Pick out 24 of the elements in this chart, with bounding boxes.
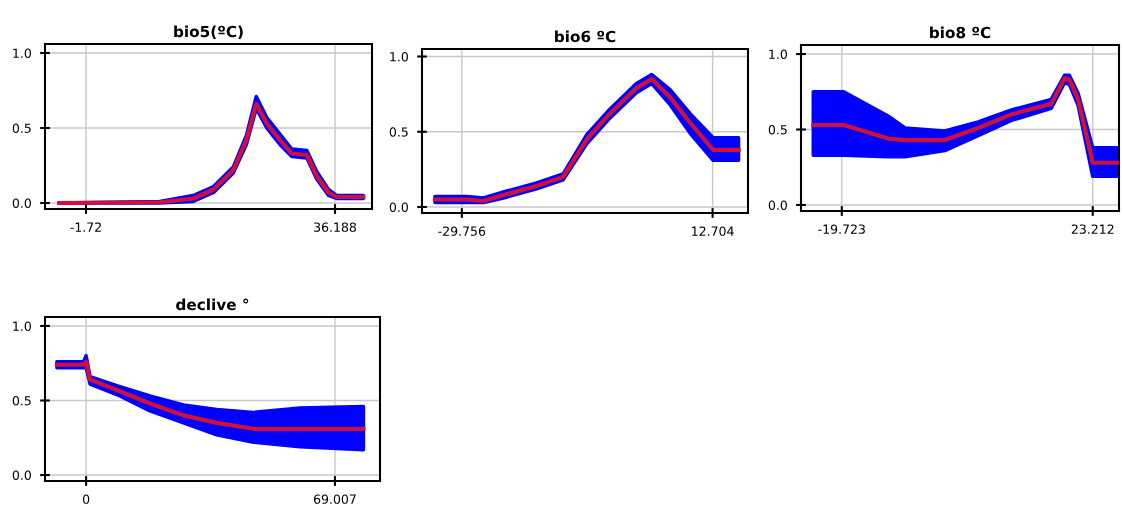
x-tick-label: 69.007 xyxy=(313,494,356,504)
chart-title: bio5(ºC) xyxy=(174,25,243,40)
y-tick-label: 1.0 xyxy=(13,48,31,58)
x-tick-label: 12.704 xyxy=(692,226,734,236)
x-tick-label: 0 xyxy=(82,494,90,504)
chart-title: bio6 ºC xyxy=(555,30,616,43)
chart-title: bio8 ºC xyxy=(930,26,991,39)
x-tick-label: -19.723 xyxy=(818,224,865,234)
chart-title: declive ° xyxy=(176,298,249,311)
x-tick-label: -29.756 xyxy=(438,226,486,236)
x-tick-label: 23.212 xyxy=(1071,224,1114,234)
y-tick-label: 0.5 xyxy=(12,123,31,133)
y-tick-label: 1.0 xyxy=(390,51,408,62)
y-tick-label: 0.0 xyxy=(768,200,787,210)
y-tick-label: 1.0 xyxy=(13,321,31,331)
x-tick-label: -1.72 xyxy=(70,222,101,232)
y-tick-label: 0.5 xyxy=(12,395,31,406)
y-tick-label: 0.0 xyxy=(12,198,31,208)
y-tick-label: 0.5 xyxy=(768,124,787,135)
x-tick-label: 36.188 xyxy=(314,222,357,232)
y-tick-label: 0.0 xyxy=(389,202,408,212)
y-tick-label: 0.0 xyxy=(12,470,31,480)
y-tick-label: 0.5 xyxy=(389,127,408,137)
y-tick-label: 1.0 xyxy=(769,49,787,59)
